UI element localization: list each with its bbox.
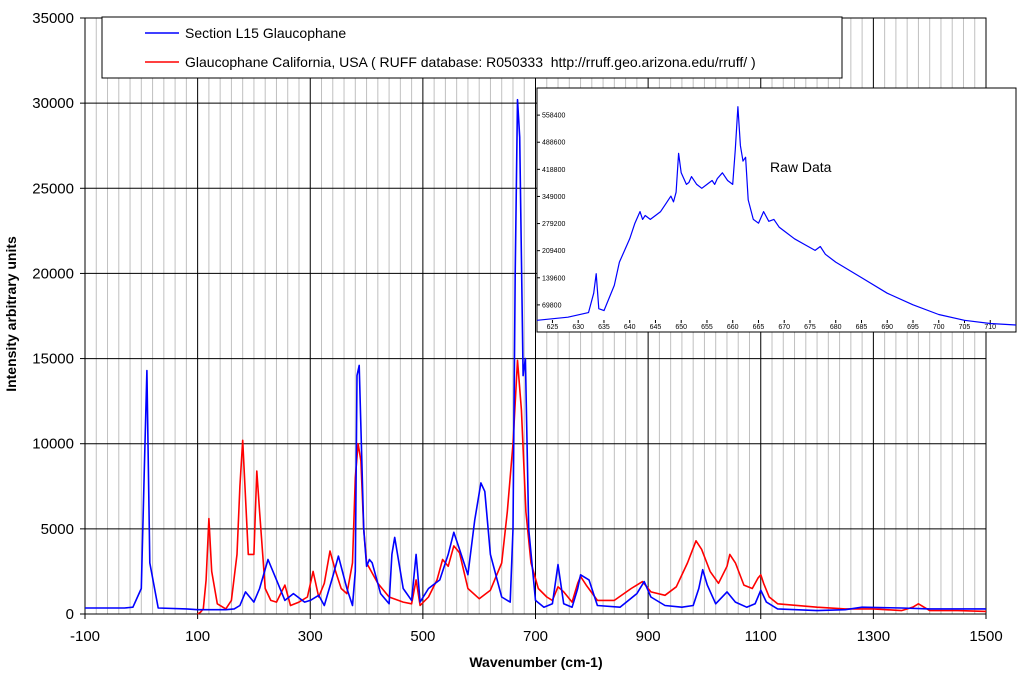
x-tick-label: 900 — [636, 628, 661, 645]
inset-x-tick-label: 695 — [907, 324, 919, 331]
inset-x-tick-label: 625 — [547, 324, 559, 331]
inset-x-tick-label: 665 — [753, 324, 765, 331]
legend-label-section-l15: Section L15 Glaucophane — [185, 25, 346, 41]
y-tick-label: 35000 — [32, 10, 74, 27]
inset-y-tick-label: 558400 — [542, 113, 565, 120]
inset-x-tick-label: 650 — [675, 324, 687, 331]
x-tick-label: 700 — [523, 628, 548, 645]
inset-y-tick-label: 349000 — [542, 194, 565, 201]
inset-x-tick-label: 655 — [701, 324, 713, 331]
x-tick-label: 1500 — [969, 628, 1002, 645]
legend: Section L15 Glaucophane Glaucophane Cali… — [101, 16, 843, 79]
inset-x-tick-label: 680 — [830, 324, 842, 331]
inset-x-tick-label: 645 — [650, 324, 662, 331]
x-axis-title: Wavenumber (cm-1) — [469, 654, 602, 670]
series-line-section-l15 — [85, 98, 986, 612]
y-tick-label: 0 — [66, 606, 74, 623]
inset-frame — [536, 87, 1017, 333]
inset-x-tick-label: 700 — [933, 324, 945, 331]
y-tick-label: 10000 — [32, 436, 74, 453]
x-tick-label: -100 — [70, 628, 100, 645]
inset-x-tick-label: 685 — [856, 324, 868, 331]
inset-x-tick-label: 635 — [598, 324, 610, 331]
y-tick-label: 5000 — [41, 521, 74, 538]
inset-x-tick-label: 690 — [881, 324, 893, 331]
x-tick-label: 1100 — [745, 628, 777, 645]
inset-y-tick-label: 488600 — [542, 140, 565, 147]
inset-y-tick-label: 279200 — [542, 221, 565, 228]
x-tick-label: 300 — [298, 628, 323, 645]
inset-series-line — [536, 106, 1017, 326]
x-tick-label: 1300 — [857, 628, 890, 645]
y-tick-label: 25000 — [32, 180, 74, 197]
inset-x-tick-label: 705 — [959, 324, 971, 331]
y-tick-label: 20000 — [32, 265, 74, 282]
inset-x-tick-label: 710 — [984, 324, 996, 331]
inset-x-tick-label: 675 — [804, 324, 816, 331]
x-tick-label: 100 — [185, 628, 210, 645]
inset-x-tick-label: 640 — [624, 324, 636, 331]
inset-y-tick-label: 69800 — [542, 302, 562, 309]
x-tick-label: 500 — [410, 628, 435, 645]
y-tick-label: 30000 — [32, 95, 74, 112]
inset-annotation: Raw Data — [770, 159, 832, 175]
inset-y-tick-label: 139600 — [542, 275, 565, 282]
inset-x-tick-label: 630 — [572, 324, 584, 331]
inset-x-tick-label: 670 — [778, 324, 790, 331]
series-line-ruff — [197, 359, 987, 615]
inset-x-tick-label: 660 — [727, 324, 739, 331]
legend-label-ruff: Glaucophane California, USA ( RUFF datab… — [185, 54, 756, 70]
inset-y-tick-label: 209400 — [542, 248, 565, 255]
y-axis-title: Intensity arbitrary units — [3, 236, 19, 392]
inset-y-tick-label: 418800 — [542, 167, 565, 174]
y-tick-label: 15000 — [32, 351, 74, 368]
legend-box — [101, 16, 843, 79]
raw-data-inset: 69800 139600 209400 279200 349000 418800 48860… — [536, 87, 1017, 333]
